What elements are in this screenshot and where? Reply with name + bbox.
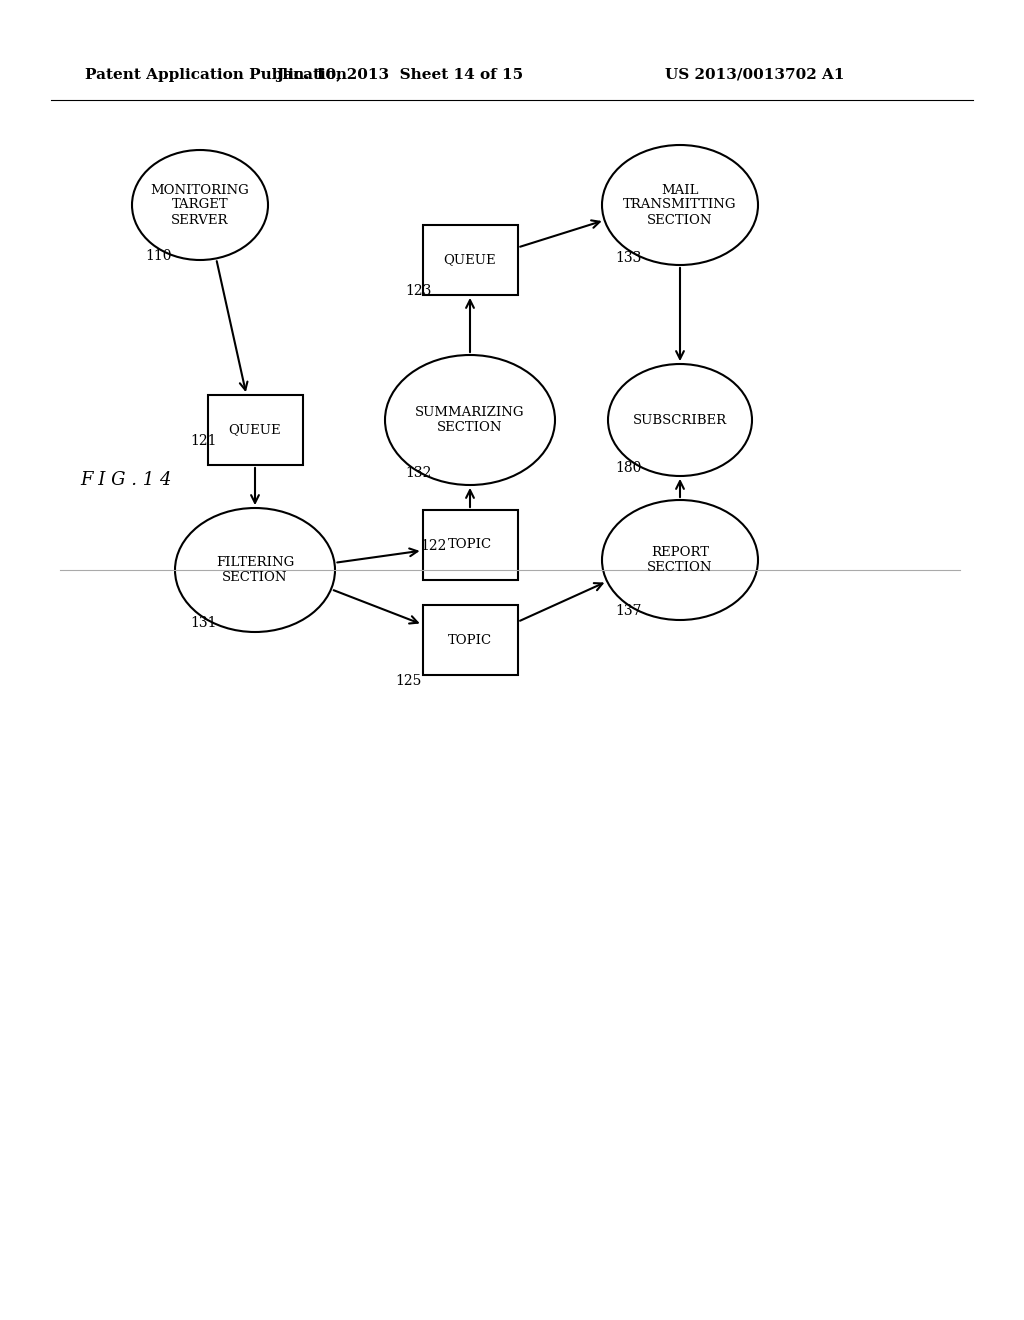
Text: 110: 110 [145, 249, 171, 263]
Text: REPORT
SECTION: REPORT SECTION [647, 546, 713, 574]
Text: TOPIC: TOPIC [447, 539, 493, 552]
Text: SUBSCRIBER: SUBSCRIBER [633, 413, 727, 426]
Text: SUMMARIZING
SECTION: SUMMARIZING SECTION [416, 407, 524, 434]
Bar [423, 510, 517, 579]
Text: 125: 125 [395, 675, 421, 688]
Text: MONITORING
TARGET
SERVER: MONITORING TARGET SERVER [151, 183, 250, 227]
Text: TOPIC: TOPIC [447, 634, 493, 647]
Text: MAIL
TRANSMITTING
SECTION: MAIL TRANSMITTING SECTION [624, 183, 736, 227]
Bar [423, 605, 517, 675]
Text: FILTERING
SECTION: FILTERING SECTION [216, 556, 294, 583]
Bar [423, 224, 517, 294]
Text: 123: 123 [406, 284, 431, 298]
Text: 133: 133 [615, 251, 641, 265]
Text: 131: 131 [190, 616, 216, 630]
Text: 180: 180 [615, 461, 641, 475]
Text: QUEUE: QUEUE [443, 253, 497, 267]
Text: F I G . 1 4: F I G . 1 4 [80, 471, 171, 488]
Text: 121: 121 [190, 434, 216, 447]
Text: QUEUE: QUEUE [228, 424, 282, 437]
Text: 122: 122 [420, 539, 446, 553]
Text: US 2013/0013702 A1: US 2013/0013702 A1 [665, 69, 845, 82]
Text: Jan. 10, 2013  Sheet 14 of 15: Jan. 10, 2013 Sheet 14 of 15 [276, 69, 523, 82]
Text: 132: 132 [406, 466, 431, 480]
Text: 137: 137 [615, 605, 641, 618]
Bar [208, 395, 302, 465]
Text: Patent Application Publication: Patent Application Publication [85, 69, 347, 82]
